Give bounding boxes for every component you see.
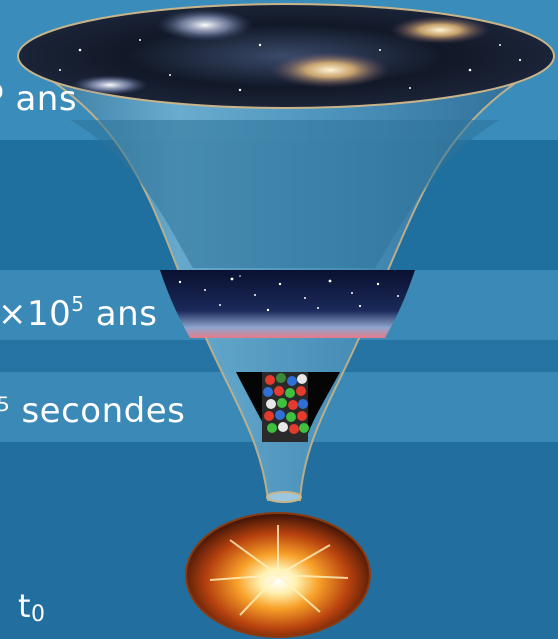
label-quark-time: ⁵ secondes bbox=[0, 391, 186, 431]
fireball-rays bbox=[209, 525, 349, 616]
galaxy-1 bbox=[157, 9, 253, 41]
quark-particles bbox=[262, 372, 309, 442]
label-recent-time: ⁹ ans bbox=[0, 79, 78, 119]
galaxy-3 bbox=[390, 16, 490, 44]
funnel-upper-band bbox=[70, 120, 500, 268]
label-recombination-time: ×105 ans bbox=[0, 292, 158, 334]
label-origin-time: t0 bbox=[18, 587, 46, 627]
cmb-starfield bbox=[160, 270, 415, 338]
cmb-stars bbox=[178, 275, 399, 312]
galaxy-2 bbox=[270, 52, 390, 88]
disc-stars bbox=[59, 39, 522, 92]
galaxy-4 bbox=[72, 75, 148, 95]
neck-ring bbox=[266, 491, 302, 503]
